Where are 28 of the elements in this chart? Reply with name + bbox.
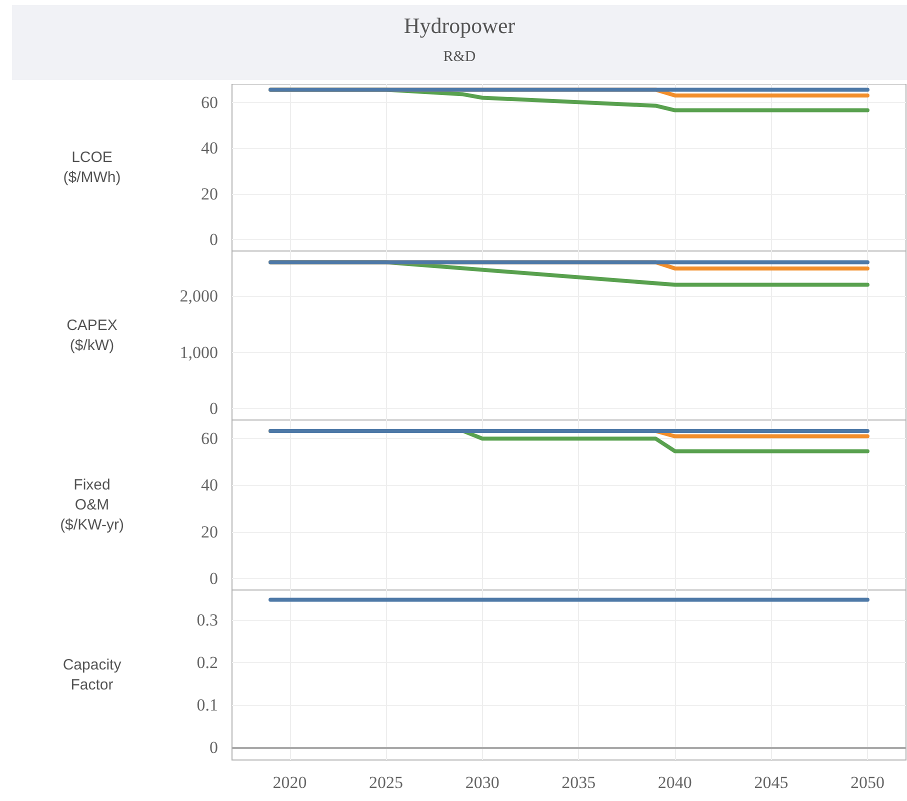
y-axis-title: CAPEX ($/kW) [66, 317, 118, 354]
y-tick-label: 1,000 [180, 342, 218, 362]
y-axis-title: Fixed O&M ($/KW-yr) [60, 476, 124, 534]
y-tick-label: 40 [201, 476, 218, 495]
x-tick-label: 2040 [658, 773, 692, 792]
x-tick-label: 2035 [562, 773, 596, 792]
y-tick-label: 60 [201, 92, 218, 112]
x-tick-label: 2030 [465, 773, 500, 792]
y-tick-label: 0.1 [196, 695, 218, 714]
y-tick-label: 0 [210, 399, 218, 418]
y-tick-label: 60 [201, 429, 218, 448]
x-tick-label: 2045 [754, 773, 788, 792]
y-tick-label: 0.3 [196, 610, 218, 630]
x-tick-label: 2050 [850, 773, 884, 792]
x-tick-label: 2025 [369, 773, 404, 792]
x-tick-label: 2020 [272, 773, 307, 792]
chart-subtitle: R&D [442, 49, 477, 66]
y-tick-label: 20 [201, 522, 218, 542]
y-tick-label: 0 [210, 568, 218, 588]
y-axis-title: Capacity Factor [62, 656, 122, 694]
y-tick-label: 40 [201, 138, 218, 158]
y-tick-label: 2,000 [180, 286, 218, 306]
y-tick-label: 20 [201, 184, 218, 204]
chart-title: Hydropower [402, 13, 516, 39]
y-tick-label: 0 [210, 230, 218, 250]
y-tick-label: 0.2 [196, 652, 218, 672]
y-axis-title: LCOE ($/MWh) [63, 149, 121, 186]
y-tick-label: 0 [210, 738, 218, 757]
